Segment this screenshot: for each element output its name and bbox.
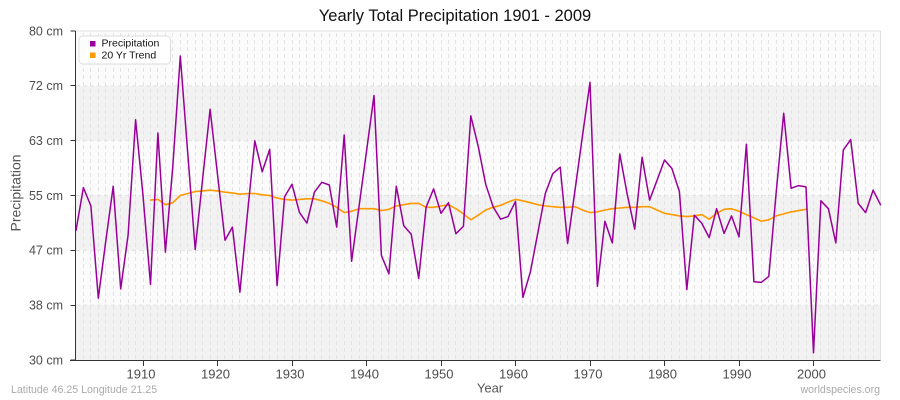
svg-text:Year: Year (477, 381, 504, 396)
svg-text:47 cm: 47 cm (29, 244, 63, 258)
svg-text:1940: 1940 (350, 367, 379, 382)
svg-text:72 cm: 72 cm (29, 79, 63, 93)
svg-text:1980: 1980 (648, 367, 677, 382)
svg-text:Precipitation: Precipitation (102, 38, 160, 50)
svg-text:1990: 1990 (723, 367, 752, 382)
svg-text:Yearly Total Precipitation 190: Yearly Total Precipitation 1901 - 2009 (319, 7, 591, 25)
svg-text:1910: 1910 (127, 367, 156, 382)
svg-text:1970: 1970 (574, 367, 603, 382)
svg-text:30 cm: 30 cm (29, 353, 63, 367)
svg-text:worldspecies.org: worldspecies.org (800, 384, 881, 396)
svg-text:38 cm: 38 cm (29, 299, 63, 313)
svg-text:Latitude 46.25 Longitude 21.25: Latitude 46.25 Longitude 21.25 (11, 384, 157, 396)
svg-text:1950: 1950 (425, 367, 454, 382)
svg-text:1960: 1960 (499, 367, 528, 382)
svg-text:55 cm: 55 cm (29, 189, 63, 203)
svg-text:2000: 2000 (797, 367, 826, 382)
svg-text:1930: 1930 (276, 367, 305, 382)
svg-text:63 cm: 63 cm (29, 134, 63, 148)
svg-text:20 Yr Trend: 20 Yr Trend (102, 49, 157, 61)
svg-text:Precipitation: Precipitation (8, 154, 24, 231)
svg-text:80 cm: 80 cm (29, 24, 63, 38)
svg-text:1920: 1920 (201, 367, 230, 382)
